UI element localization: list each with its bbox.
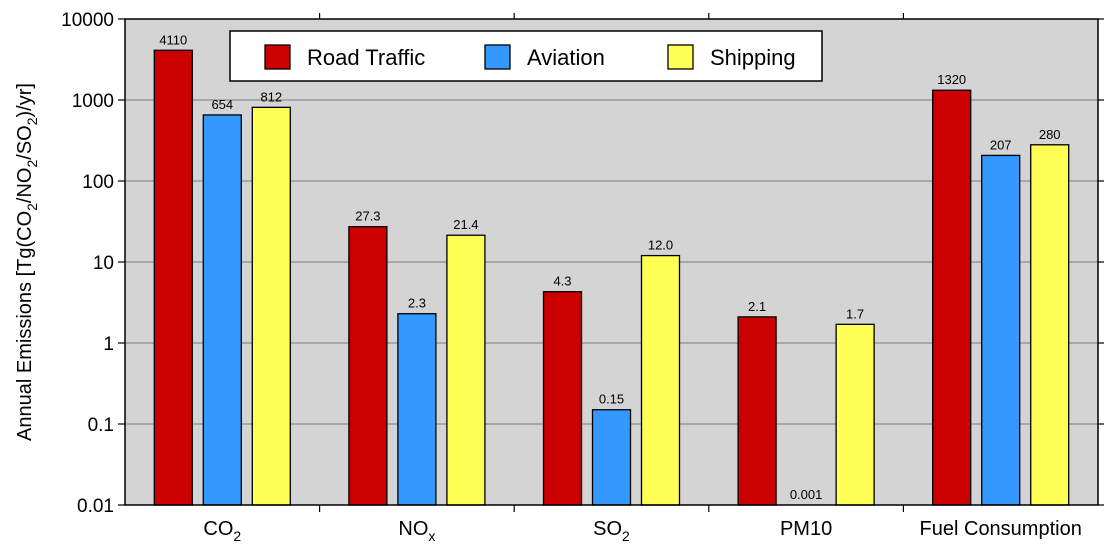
y-tick-label: 1000 [72, 91, 114, 112]
x-tick-label: SO2 [593, 518, 630, 544]
y-tick-label: 1 [103, 334, 114, 355]
bar [153, 49, 193, 506]
bar-data-label: 2.3 [408, 296, 426, 311]
y-axis-label: Annual Emissions [Tg(CO2/NO2/SO2)/yr] [14, 83, 40, 441]
legend-swatch [484, 44, 511, 70]
x-tick-label: CO2 [203, 518, 241, 544]
bar-data-label: 812 [260, 89, 282, 104]
legend-swatch [667, 44, 694, 70]
legend-label: Aviation [527, 45, 605, 70]
bar [835, 323, 875, 506]
bar-data-label: 2.1 [748, 299, 766, 314]
bar [251, 106, 291, 506]
bar-data-label: 4.3 [553, 274, 571, 289]
legend-label: Road Traffic [307, 45, 425, 70]
bar [640, 254, 681, 506]
bar-data-label: 1.7 [846, 306, 864, 321]
x-tick-label: PM10 [780, 518, 832, 540]
bar-data-label: 280 [1039, 127, 1061, 142]
x-tick-label: Fuel Consumption [920, 518, 1082, 540]
bar-data-label: 27.3 [355, 209, 380, 224]
y-tick-label: 100 [82, 172, 114, 193]
legend-swatch [264, 44, 291, 70]
bar-data-label: 0.15 [599, 392, 624, 407]
bar-data-label: 12.0 [648, 238, 673, 253]
bar [591, 409, 632, 506]
bar [981, 154, 1021, 506]
bar-data-label: 4110 [159, 32, 187, 47]
bar-data-label: 21.4 [453, 217, 478, 232]
y-tick-label: 10 [93, 253, 114, 274]
y-tick-label: 0.01 [77, 496, 114, 517]
legend-label: Shipping [710, 45, 796, 70]
bar-data-label: 1320 [937, 72, 966, 87]
bar [932, 89, 972, 506]
x-tick-label: NOx [398, 518, 435, 544]
bar-data-label: 0.001 [790, 487, 823, 502]
bar [737, 316, 777, 506]
bar [202, 114, 242, 506]
y-tick-label: 0.1 [88, 415, 114, 436]
bar [446, 234, 486, 506]
bar-data-label: 207 [990, 137, 1012, 152]
bar [1030, 144, 1070, 506]
bar [542, 291, 583, 506]
y-tick-label: 10000 [61, 10, 114, 31]
bar [348, 226, 388, 506]
legend-box [229, 30, 823, 82]
bar-data-label: 654 [211, 97, 233, 112]
bar [397, 313, 437, 506]
